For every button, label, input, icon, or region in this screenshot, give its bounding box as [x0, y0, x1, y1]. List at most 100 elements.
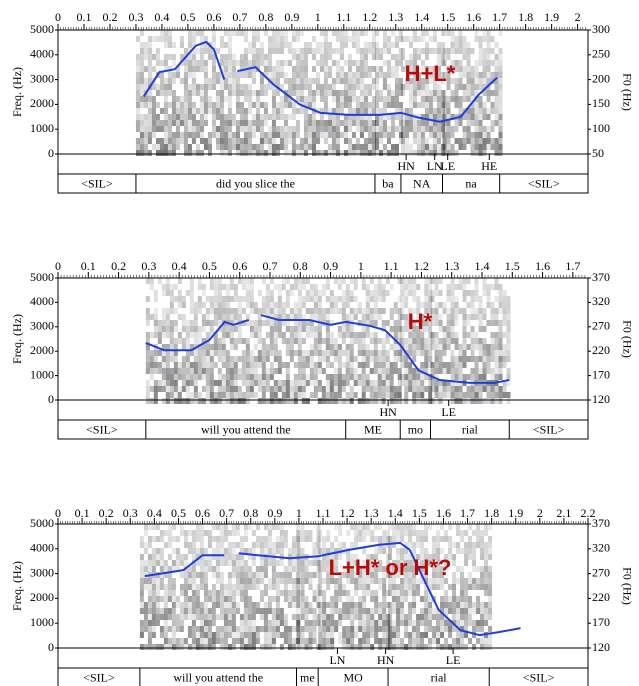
spectrogram-cell [420, 398, 425, 404]
spectrogram-cell [374, 126, 379, 132]
spectrogram-cell [386, 72, 391, 78]
spectrogram-cell [237, 326, 242, 332]
spectrogram-cell [245, 320, 250, 326]
x-tick-label: 0.3 [128, 10, 143, 24]
spectrogram-cell [159, 30, 164, 36]
spectrogram-cell [397, 368, 402, 374]
spectrogram-cell [420, 578, 425, 584]
spectrogram-cell [175, 126, 180, 132]
spectrogram-cell [303, 138, 308, 144]
spectrogram-cell [309, 392, 314, 398]
spectrogram-cell [486, 362, 491, 368]
spectrogram-cell [167, 524, 172, 530]
spectrogram-cell [458, 356, 463, 362]
spectrogram-cell [397, 326, 402, 332]
spectrogram-cell [322, 548, 327, 554]
y2-tick-label: 200 [592, 71, 610, 85]
spectrogram-cell [335, 144, 340, 150]
spectrogram-cell [404, 66, 409, 72]
spectrogram-cell [442, 302, 447, 308]
spectrogram-cell [386, 572, 391, 578]
spectrogram-cell [139, 578, 144, 584]
spectrogram-cell [377, 368, 382, 374]
spectrogram-cell [239, 626, 244, 632]
spectrogram-cell [227, 596, 232, 602]
spectrogram-cell [139, 120, 144, 126]
spectrogram-cell [326, 530, 331, 536]
spectrogram-cell [181, 380, 186, 386]
spectrogram-cell [458, 362, 463, 368]
spectrogram-cell [436, 638, 441, 644]
spectrogram-cell [261, 278, 266, 284]
spectrogram-cell [199, 632, 204, 638]
spectrogram-cell [203, 602, 208, 608]
spectrogram-cell [436, 578, 441, 584]
spectrogram-cell [454, 368, 459, 374]
spectrogram-cell [319, 96, 324, 102]
spectrogram-cell [462, 54, 467, 60]
spectrogram-cell [323, 132, 328, 138]
spectrogram-cell [167, 638, 172, 644]
spectrogram-cell [291, 548, 296, 554]
spectrogram-cell [143, 542, 148, 548]
spectrogram-cell [365, 386, 370, 392]
spectrogram-cell [337, 350, 342, 356]
spectrogram-cell [345, 362, 350, 368]
spectrogram-cell [171, 150, 176, 156]
spectrogram-cell [371, 120, 376, 126]
spectrogram-cell [199, 66, 204, 72]
spectrogram-cell [227, 36, 232, 42]
spectrogram-cell [139, 96, 144, 102]
spectrogram-cell [448, 536, 453, 542]
spectrogram-cell [243, 566, 248, 572]
spectrogram-cell [139, 554, 144, 560]
spectrogram-cell [470, 368, 475, 374]
spectrogram-cell [259, 54, 264, 60]
spectrogram-cell [281, 338, 286, 344]
spectrogram-cell [335, 60, 340, 66]
spectrogram-cell [249, 356, 254, 362]
spectrogram-cell [432, 614, 437, 620]
spectrogram-cell [155, 36, 160, 42]
spectrogram-cell [397, 380, 402, 386]
spectrogram-cell [486, 344, 491, 350]
spectrogram-cell [199, 620, 204, 626]
spectrogram-cell [227, 608, 232, 614]
spectrogram-cell [281, 284, 286, 290]
spectrogram-cell [396, 644, 401, 650]
spectrogram-cell [398, 90, 403, 96]
spectrogram-cell [177, 302, 182, 308]
spectrogram-cell [462, 326, 467, 332]
spectrogram-cell [428, 644, 433, 650]
spectrogram-cell [163, 90, 168, 96]
spectrogram-cell [420, 144, 425, 150]
spectrogram-cell [313, 302, 318, 308]
spectrogram-cell [313, 290, 318, 296]
spectrogram-cell [171, 138, 176, 144]
spectrogram-cell [446, 30, 451, 36]
spectrogram-cell [458, 368, 463, 374]
spectrogram-cell [211, 584, 216, 590]
spectrogram-cell [191, 114, 196, 120]
spectrogram-cell [173, 380, 178, 386]
spectrogram-cell [408, 560, 413, 566]
spectrogram-cell [251, 626, 256, 632]
spectrogram-cell [400, 144, 405, 150]
spectrogram-cell [303, 132, 308, 138]
spectrogram-cell [345, 332, 350, 338]
spectrogram-cell [183, 114, 188, 120]
spectrogram-cell [237, 278, 242, 284]
spectrogram-cell [338, 620, 343, 626]
spectrogram-cell [456, 578, 461, 584]
spectrogram-cell [159, 108, 164, 114]
spectrogram-cell [366, 614, 371, 620]
spectrogram-cell [151, 96, 156, 102]
spectrogram-cell [295, 66, 300, 72]
spectrogram-cell [420, 392, 425, 398]
tone-label: LN [427, 159, 443, 173]
spectrogram-cell [255, 102, 260, 108]
spectrogram-cell [359, 66, 364, 72]
spectrogram-cell [317, 356, 322, 362]
word-label: ME [364, 422, 382, 436]
spectrogram-cell [354, 590, 359, 596]
